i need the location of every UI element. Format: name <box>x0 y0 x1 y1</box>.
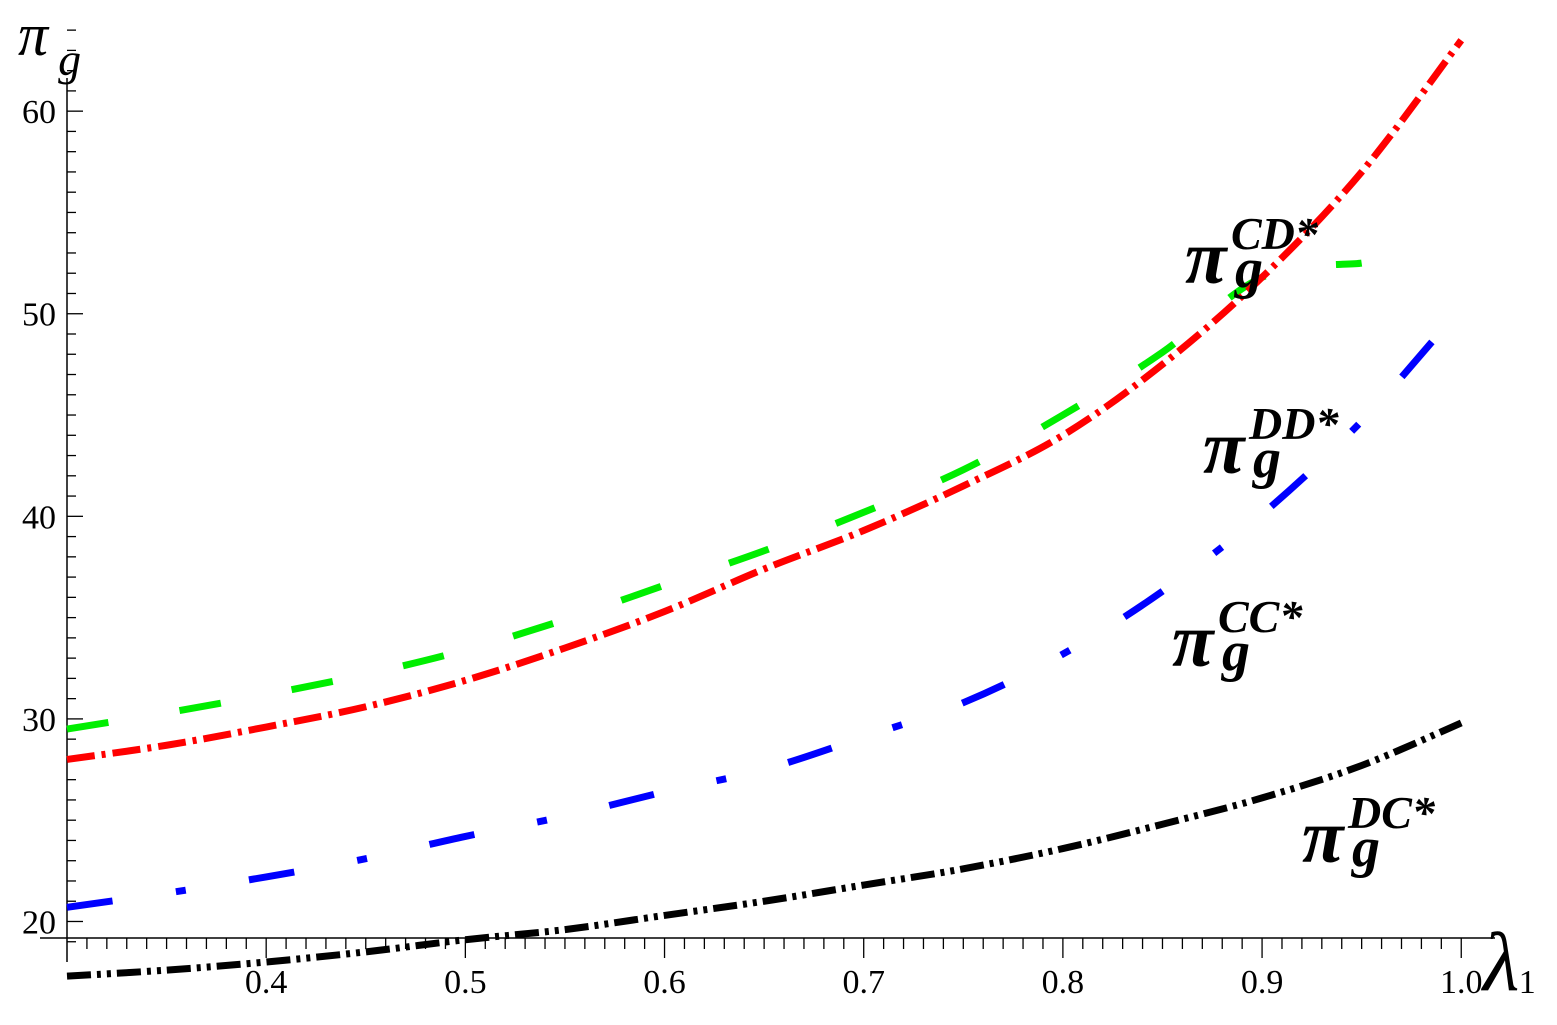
x-tick-label: 1.0 <box>1440 964 1483 1001</box>
x-tick-label: 0.7 <box>842 964 885 1001</box>
curve-label-main: π <box>1203 406 1247 490</box>
x-tick-label: 0.8 <box>1042 964 1085 1001</box>
curve-label-main: π <box>1172 599 1216 683</box>
labels-layer: π gCD*π gDD*π gCC*π gDC* <box>1172 208 1436 879</box>
y-tick-label: 40 <box>22 499 56 536</box>
x-tick-label: 0.9 <box>1241 964 1284 1001</box>
curve-label-cc: π gCC* <box>1172 591 1303 683</box>
curve-label-sup: CD* <box>1231 208 1319 259</box>
curve-label-sub: g <box>1251 428 1281 490</box>
x-tick-label-extra: 1 <box>1519 964 1536 1001</box>
curve-label-sup: CC* <box>1218 591 1303 642</box>
x-tick-label: 0.6 <box>643 964 686 1001</box>
y-axis-title-main: π <box>18 2 50 68</box>
series-layer <box>66 38 1465 980</box>
x-axis-title: λ <box>1480 916 1519 1009</box>
curve-label-sub: g <box>1233 238 1263 300</box>
curve-label-main: π <box>1185 216 1229 300</box>
curve-label-sub: g <box>1220 621 1250 683</box>
curve-label-sup: DC* <box>1347 787 1436 838</box>
y-tick-label: 50 <box>22 297 56 334</box>
curve-label-cd: π gCD* <box>1185 208 1319 300</box>
curve-label-main: π <box>1302 795 1346 879</box>
y-tick-label: 20 <box>22 904 56 941</box>
curve-label-sup: DD* <box>1248 398 1339 449</box>
y-tick-label: 60 <box>22 94 56 131</box>
series-line-dc <box>66 719 1463 980</box>
series-line-cd <box>66 38 1465 763</box>
series-line-dd <box>66 259 1363 733</box>
curve-label-dc: π gDC* <box>1302 787 1436 879</box>
curve-label-sub: g <box>1350 817 1380 879</box>
x-tick-label: 0.4 <box>245 964 288 1001</box>
curve-label-dd: π gDD* <box>1203 398 1339 490</box>
x-tick-label: 0.5 <box>444 964 487 1001</box>
y-axis-title-sub: g <box>58 34 81 85</box>
y-tick-label: 30 <box>22 702 56 739</box>
